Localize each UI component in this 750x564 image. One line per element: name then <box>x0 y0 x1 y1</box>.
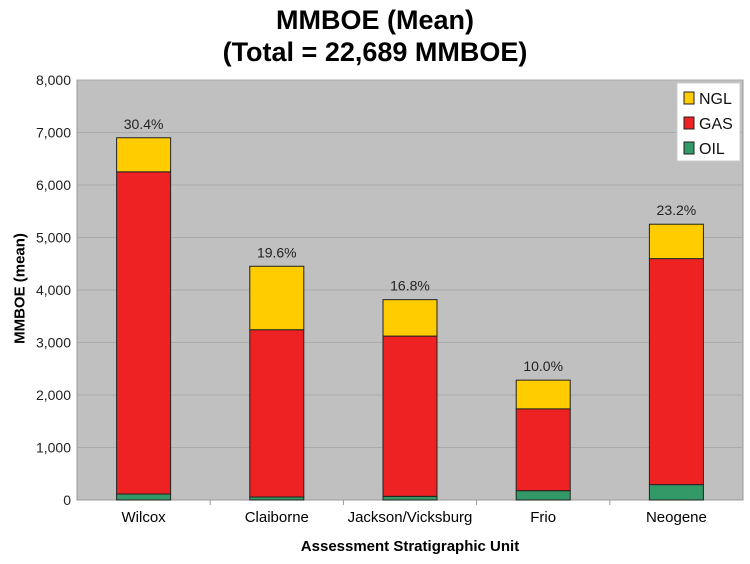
y-tick-label: 2,000 <box>36 387 71 403</box>
bar-gas <box>382 335 438 497</box>
legend-label-gas: GAS <box>699 116 733 133</box>
bar-ngl <box>249 265 305 331</box>
y-axis-label: MMBOE (mean) <box>11 233 29 344</box>
legend-swatch-gas <box>683 116 695 130</box>
y-tick-label: 1,000 <box>36 440 71 456</box>
x-tick-label: Neogene <box>646 509 707 526</box>
bar-ngl <box>648 223 704 260</box>
legend-swatch-ngl <box>683 91 695 105</box>
x-tick-label: Wilcox <box>122 509 167 526</box>
x-tick-label: Frio <box>530 509 556 526</box>
chart-title-line-1: MMBOE (Mean) <box>276 5 474 35</box>
bar-gas <box>648 258 704 486</box>
bar-ngl <box>382 299 438 337</box>
y-tick-label: 3,000 <box>36 335 71 351</box>
chart-title-line-2: (Total = 22,689 MMBOE) <box>222 37 528 67</box>
bar-oil <box>648 484 704 501</box>
data-label: 30.4% <box>124 116 164 132</box>
legend-swatch-oil <box>683 141 695 155</box>
bar-oil <box>515 490 571 501</box>
chart-title: MMBOE (Mean) (Total = 22,689 MMBOE) <box>0 4 750 68</box>
bar-gas <box>116 171 172 495</box>
x-axis-label: Assessment Stratigraphic Unit <box>300 538 520 555</box>
bar-oil <box>116 493 172 501</box>
legend-label-oil: OIL <box>699 141 725 158</box>
bar-ngl <box>515 379 571 410</box>
bar-oil <box>382 495 438 501</box>
bar-gas <box>249 329 305 498</box>
bar-gas <box>515 408 571 492</box>
legend-label-ngl: NGL <box>699 91 732 108</box>
data-label: 10.0% <box>523 358 563 374</box>
data-label: 23.2% <box>657 202 697 218</box>
y-tick-label: 6,000 <box>36 177 71 193</box>
y-tick-label: 8,000 <box>36 72 71 88</box>
y-tick-label: 4,000 <box>36 282 71 298</box>
y-tick-label: 5,000 <box>36 230 71 246</box>
x-tick-label: Jackson/Vicksburg <box>348 509 473 526</box>
data-label: 19.6% <box>257 244 297 260</box>
bar-ngl <box>116 137 172 173</box>
y-tick-label: 7,000 <box>36 125 71 141</box>
x-tick-label: Claiborne <box>245 509 309 526</box>
data-label: 16.8% <box>390 278 430 294</box>
y-tick-label: 0 <box>63 492 71 508</box>
